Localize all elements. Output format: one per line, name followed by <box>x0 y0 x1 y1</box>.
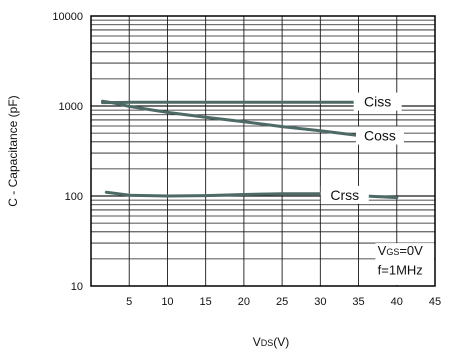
chart-series-lines <box>101 99 399 200</box>
vgs-condition: VGS=0V <box>378 243 424 258</box>
x-tick-label: 10 <box>161 296 173 308</box>
series-label-bg-crss <box>320 185 369 204</box>
chart-series-labels: Ciss Coss Crss <box>320 92 404 204</box>
x-tick-label: 15 <box>200 296 212 308</box>
conditions-note: VGS=0V f=1MHz <box>375 243 434 285</box>
vgs-main: V <box>378 243 387 258</box>
series-label-crss: Crss <box>330 187 359 203</box>
y-tick-label: 10 <box>71 281 83 293</box>
y-tick-label: 10000 <box>52 11 83 23</box>
y-tick-label: 1000 <box>59 101 83 113</box>
series-label-coss: Coss <box>364 128 396 144</box>
series-label-bg-coss <box>355 126 404 145</box>
vgs-tail: =0V <box>399 243 423 258</box>
series-line-coss <box>101 99 399 141</box>
x-tick-label: 35 <box>352 296 364 308</box>
y-axis-label: C - Capacitance (pF) <box>6 95 20 206</box>
x-axis-label-sub: DS <box>261 338 274 348</box>
x-axis-label-tail: (V) <box>273 335 289 349</box>
x-tick-label: 20 <box>238 296 250 308</box>
plot-frame <box>90 15 436 287</box>
conditions-note-background <box>375 243 434 285</box>
x-tick-label: 30 <box>314 296 326 308</box>
x-axis-label-main: V <box>253 335 261 349</box>
x-tick-label: 45 <box>429 296 441 308</box>
x-tick-label: 5 <box>126 296 132 308</box>
x-tick-label: 40 <box>391 296 403 308</box>
frequency-condition: f=1MHz <box>378 262 423 277</box>
y-tick-labels: 10 100 1000 10000 <box>52 11 83 293</box>
chart-grid <box>91 16 435 286</box>
series-label-ciss: Ciss <box>364 94 391 110</box>
series-label-bg-ciss <box>353 92 402 111</box>
vgs-sub: GS <box>386 247 399 257</box>
x-tick-label: 25 <box>276 296 288 308</box>
y-tick-label: 100 <box>65 191 83 203</box>
x-tick-labels: 5 10 15 20 25 30 35 40 45 <box>126 296 441 308</box>
x-axis-label: VDS(V) <box>253 335 290 349</box>
